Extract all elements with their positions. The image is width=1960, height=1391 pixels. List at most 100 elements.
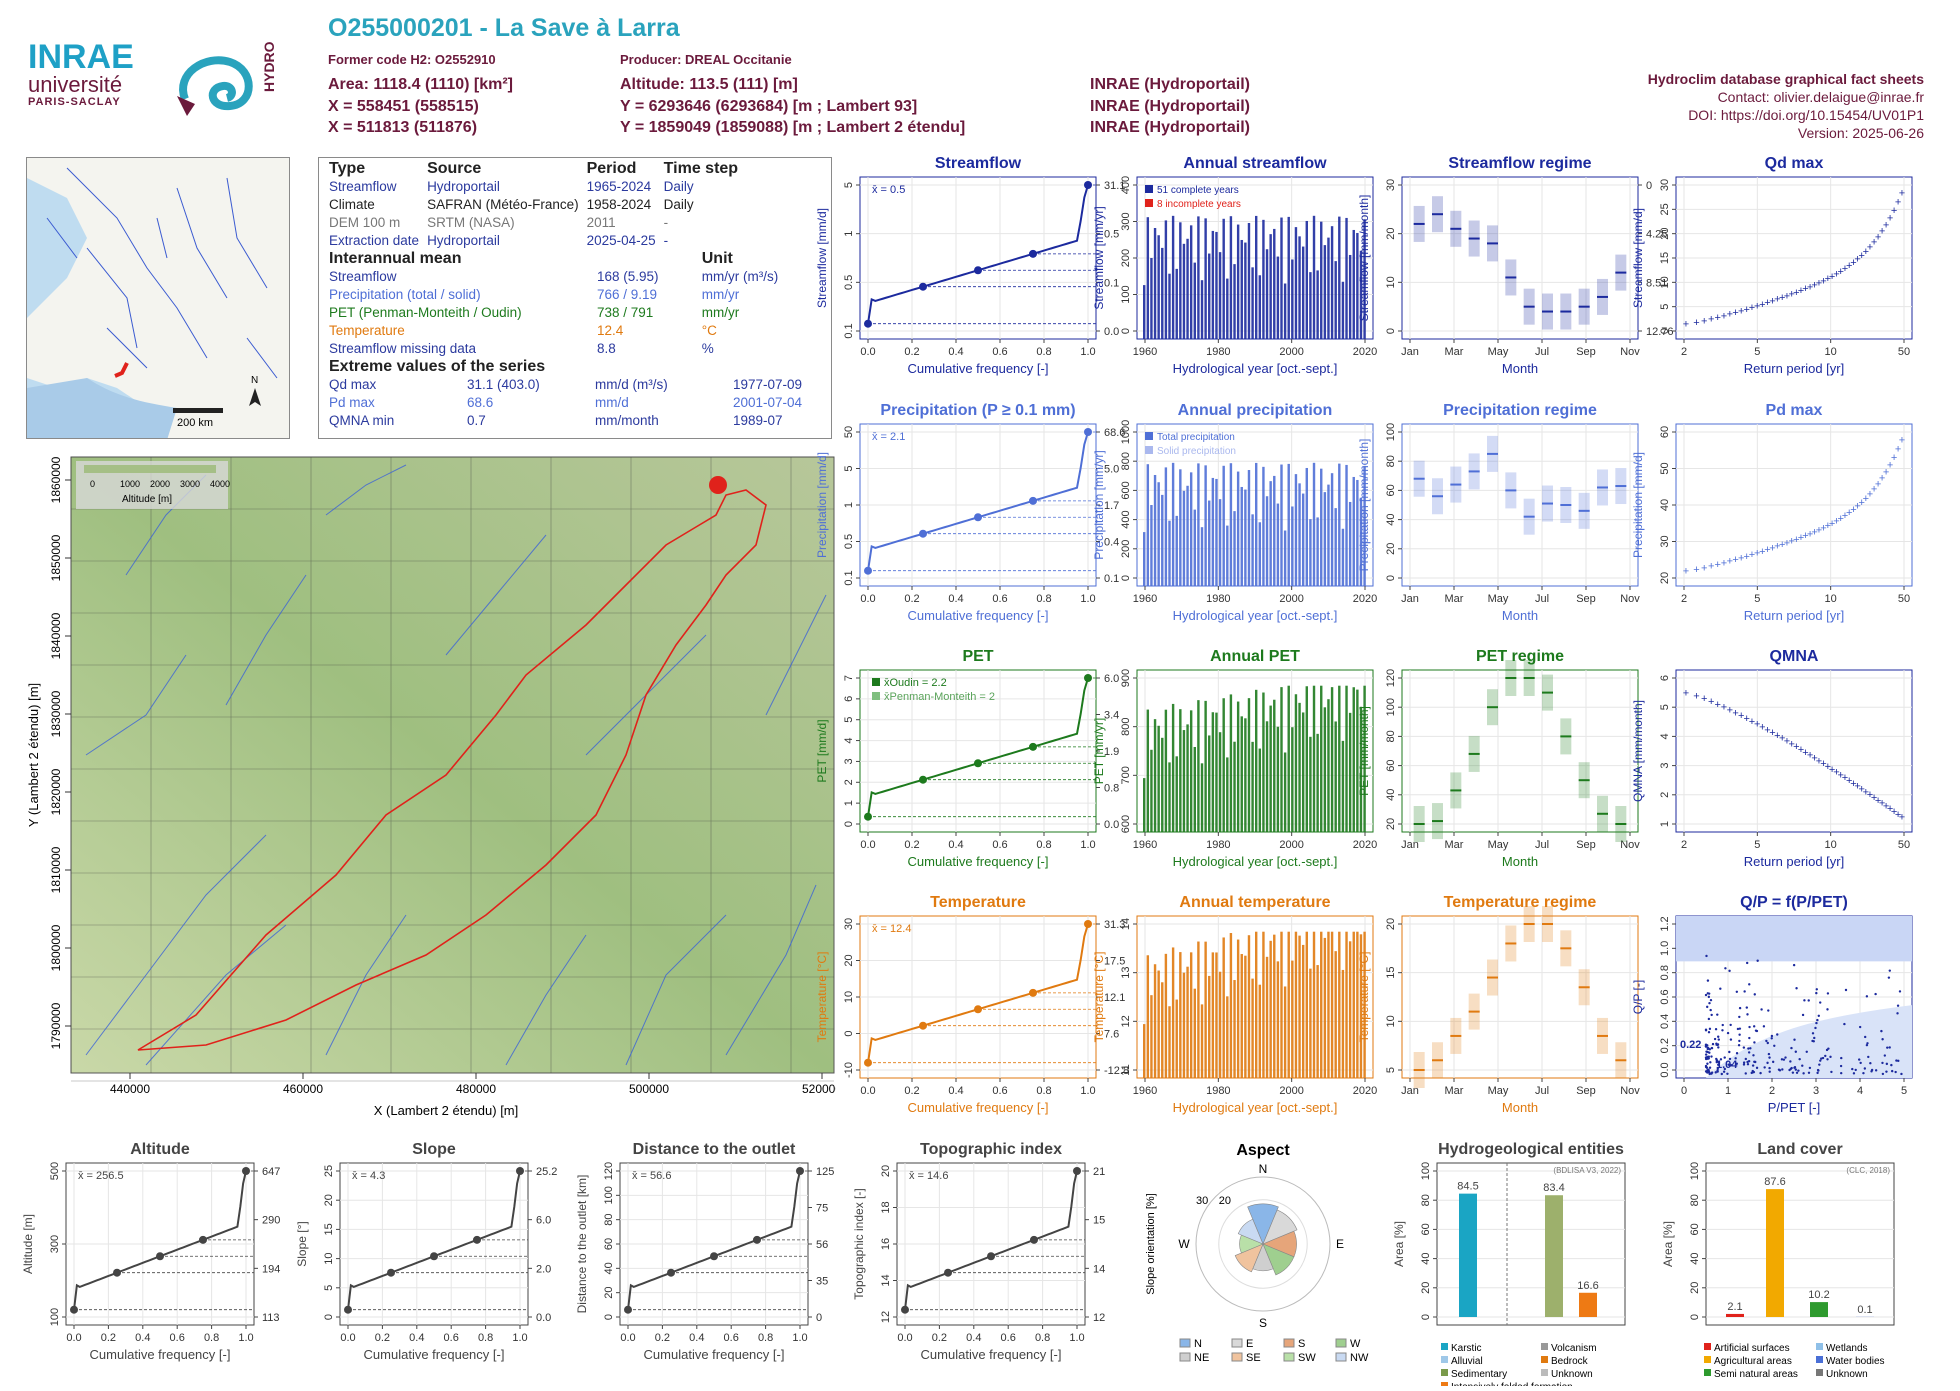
chart-regime-box: [1469, 453, 1480, 489]
inter-cell: mm/yr (m³/s): [698, 268, 825, 286]
chart-scatter-point: +: [1825, 273, 1831, 285]
chart-bar: [1179, 952, 1181, 1078]
chart-bar: [1579, 1293, 1597, 1317]
chart-ytick-label: 40: [1420, 1252, 1432, 1264]
chart-scatter-point: [1743, 1063, 1745, 1065]
chart-scatter-point: +: [1842, 263, 1848, 275]
chart-scatter-point: [1754, 993, 1756, 995]
chart-right-tick-label: -12.8: [1104, 1065, 1129, 1077]
chart-regime-box: [1615, 468, 1626, 504]
chart-scatter-point: [1772, 1061, 1774, 1063]
chart-xtick-label: 0.8: [758, 1332, 773, 1344]
chart-scatter-point: [1840, 1057, 1842, 1059]
chart-bar: [1186, 239, 1188, 339]
chart-scatter-point: +: [1816, 277, 1822, 289]
info-contact[interactable]: Contact: olivier.delaigue@inrae.fr: [1648, 88, 1924, 106]
chart-right-tick-label: 68.6: [1104, 427, 1125, 439]
chart-xtick-label: 1960: [1133, 346, 1157, 358]
chart-bar: [1179, 709, 1181, 832]
chart-quantile-point: [944, 1269, 952, 1277]
chart-xtick-label: 5: [1901, 1085, 1907, 1097]
chart-bar: [1316, 965, 1318, 1078]
chart-scatter-point: [1709, 1061, 1711, 1063]
chart-ytick-label: 5: [1385, 1067, 1397, 1073]
chart-bar: [1306, 468, 1308, 586]
chart-title: Qd max: [1765, 155, 1824, 172]
chart-legend-label: Wetlands: [1826, 1343, 1868, 1354]
chart-bar: [1353, 477, 1355, 586]
chart-scatter-point: [1855, 1069, 1857, 1071]
chart-ytick-label: 80: [1385, 455, 1397, 467]
chart-xtick-label: Sep: [1576, 839, 1596, 851]
chart-scatter-point: [1705, 994, 1707, 996]
chart-legend-label: Agricultural areas: [1714, 1356, 1792, 1367]
chart-xtick-label: 0.2: [655, 1332, 670, 1344]
chart-scatter-point: +: [1749, 302, 1755, 314]
chart-bar: [1288, 686, 1290, 832]
chart-scatter-point: [1890, 1064, 1892, 1066]
chart-ytick-label: 100: [1120, 285, 1132, 303]
chart-title: Precipitation regime: [1443, 402, 1597, 419]
chart-xtick-label: 4: [1857, 1085, 1863, 1097]
chart-ylabel: Streamflow [mm/yr]: [1092, 206, 1106, 309]
source-3: INRAE (Hydroportail): [1090, 119, 1250, 137]
chart-legend-label: 51 complete years: [1157, 185, 1239, 196]
chart-scatter-point: +: [1899, 434, 1905, 446]
chart-scatter-point: +: [1774, 294, 1780, 306]
chart-xtick-label: 0.4: [689, 1332, 704, 1344]
chart-ytick-label: 1.0: [1659, 941, 1671, 956]
chart-bar: [1244, 490, 1246, 586]
extreme-cell: 0.7: [463, 412, 591, 430]
chart-scatter-point: +: [1732, 554, 1738, 566]
chart-legend-label: Total precipitation: [1157, 432, 1235, 443]
chart-quantile-point: [919, 776, 927, 784]
chart-scatter-point: +: [1793, 534, 1799, 546]
chart-bar: [1190, 952, 1192, 1078]
chart-bar: [1259, 522, 1261, 586]
chart-regime-box: [1505, 472, 1516, 508]
chart-plot-area: [1137, 177, 1373, 339]
chart-xtick-label: Jan: [1401, 346, 1419, 358]
chart-scatter-point: +: [1833, 767, 1839, 779]
info-doi[interactable]: DOI: https://doi.org/10.15454/UV01P1: [1648, 106, 1924, 124]
chart-legend-key: [1816, 1343, 1823, 1350]
chart-quantile-point: [1084, 920, 1092, 928]
chart-bar: [1360, 707, 1362, 832]
chart-scatter-point: [1756, 960, 1758, 962]
chart-bar: [1150, 750, 1152, 832]
chart-plot-area: [1676, 177, 1912, 339]
chart-scatter-point: +: [1764, 297, 1770, 309]
chart-xtick-label: 2: [1681, 593, 1687, 605]
chart-ylabel: Slope [°]: [295, 1221, 309, 1267]
chart-bar: [1179, 469, 1181, 586]
chart-cdf-line: [868, 185, 1088, 324]
chart-xlabel: Month: [1502, 854, 1538, 869]
chart-ytick-label: 0: [603, 1314, 615, 1320]
chart-ytick-label: 20: [1689, 1282, 1701, 1294]
chart-ytick-label: 30: [843, 918, 855, 930]
chart-scatter-point: +: [1899, 187, 1905, 199]
chart-scatter-point: +: [1788, 536, 1794, 548]
chart-ytick-label: 20: [880, 1165, 892, 1177]
map-ytick-label: 1800000: [49, 924, 63, 971]
chart-scatter-point: [1881, 1038, 1883, 1040]
location-minimap: 200 km N: [26, 157, 290, 439]
chart-bar: [1147, 955, 1149, 1078]
chart-scatter-point: [1729, 1058, 1731, 1060]
meta-cell: 1958-2024: [583, 196, 660, 214]
chart-scatter-point: [1743, 990, 1745, 992]
chart-legend-key: [1336, 1353, 1346, 1361]
chart-plot-area: [1676, 670, 1912, 832]
chart-bar: [1313, 686, 1315, 832]
chart-ytick-label: 14: [1120, 918, 1132, 930]
chart-scatter-point: +: [1721, 557, 1727, 569]
aspect-wedge: [1263, 1210, 1297, 1244]
chart-scatter-point: [1707, 1048, 1709, 1050]
chart-bar: [1226, 279, 1228, 339]
meta-cell: 2011: [583, 214, 660, 232]
chart-ytick-label: 0: [1385, 575, 1397, 581]
